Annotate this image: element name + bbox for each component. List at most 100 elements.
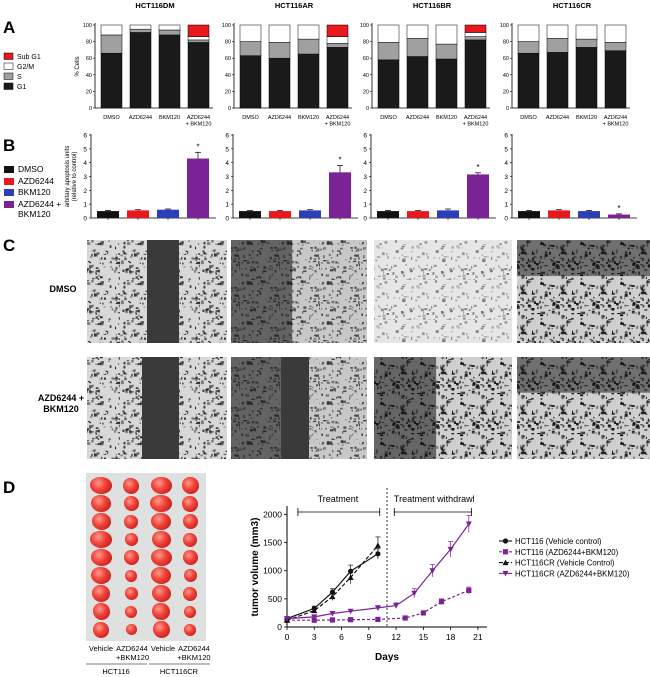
bar-segment-subg1 <box>464 24 487 33</box>
legend-swatch <box>3 62 14 70</box>
y-tick-label: 500 <box>268 594 282 604</box>
y-tick-label: 0 <box>504 216 508 223</box>
y-tick-label: 80 <box>503 40 509 46</box>
y-tick-label: 20 <box>363 89 369 95</box>
bar-segment-g1 <box>435 58 458 109</box>
legend-label: HCT116CR (Vehicle Control) <box>515 559 615 568</box>
legend-label: HCT116 (Vehicle control) <box>515 537 602 546</box>
tumor-specimen <box>91 567 111 584</box>
bar-segment-g2m <box>187 36 210 41</box>
x-tick-label: DMSO <box>380 115 397 121</box>
micrograph-shade <box>517 240 650 277</box>
panel-a-label: A <box>3 18 16 37</box>
x-tick-label: AZD6244 <box>406 115 429 121</box>
tumor-specimen <box>123 496 139 511</box>
y-tick-label: 40 <box>363 73 369 79</box>
series-line <box>286 553 379 620</box>
data-point <box>329 610 336 617</box>
apoptosis-chart-3: 0 1 2 3 4 5 6 * <box>363 133 496 223</box>
apoptosis-chart-1: 0 1 2 3 4 5 6 arbitary apoptosis units (relative… <box>65 133 216 223</box>
x-tick-label: AZD6244 <box>187 115 210 121</box>
cell-cycle-chart-hct116dm: HCT116DM 0 20 40 60 80 100 % Cells DMSO AZD6244 BK… <box>75 1 213 128</box>
y-axis-label: % Cells <box>75 56 81 76</box>
bar-segment-g2m <box>129 24 152 30</box>
bar-segment-g1 <box>575 47 598 109</box>
tumor-specimen <box>90 531 112 548</box>
y-tick-label: 60 <box>86 56 92 62</box>
bar-segment-s <box>377 42 400 61</box>
legend-swatch <box>3 82 14 90</box>
tumor-specimen <box>181 477 199 494</box>
bar-segment-g2m <box>297 24 320 40</box>
legend-swatch-dmso <box>4 166 14 173</box>
apoptosis-bar-3 <box>608 214 630 218</box>
x-tick-label: + BKM120 <box>603 122 629 128</box>
y-tick-label: 0 <box>277 622 282 632</box>
y-axis-label-line2: (relative to control) <box>72 152 78 202</box>
apoptosis-legend: DMSO AZD6244 BKM120 AZD6244 + BKM120 <box>4 164 78 219</box>
withdrawal-label: Treatment withdrawl <box>394 494 475 504</box>
tumor-specimen <box>91 495 111 512</box>
data-point <box>329 589 336 595</box>
tumor-specimen <box>124 587 138 600</box>
x-tick-label: 9 <box>366 632 371 642</box>
tumor-specimen <box>123 477 139 494</box>
wound-healing-image-2 <box>231 240 367 343</box>
y-tick-label: 1500 <box>263 538 282 548</box>
bar-segment-g2m <box>406 24 429 39</box>
y-tick-label: 2 <box>504 188 508 195</box>
y-tick-label: 80 <box>225 40 231 46</box>
apoptosis-bar-0 <box>518 211 540 218</box>
x-tick-label: 0 <box>285 632 290 642</box>
y-axis-label-line1: arbitary apoptosis units <box>65 146 71 208</box>
apoptosis-bar-0 <box>97 211 119 218</box>
apoptosis-bar-1 <box>548 210 570 218</box>
bar-segment-g2m <box>239 24 262 42</box>
group-label-hct116: HCT116 <box>102 667 130 676</box>
tumor-specimen <box>184 605 196 618</box>
y-tick-label: 3 <box>225 174 229 181</box>
apoptosis-chart-4: 0 1 2 3 4 5 6 * <box>504 133 637 223</box>
data-point <box>411 590 418 597</box>
wound-gap <box>142 357 179 459</box>
y-tick-label: 60 <box>225 56 231 62</box>
y-tick-label: 40 <box>86 73 92 79</box>
photo-label-vehicle-2: Vehicle <box>150 644 176 653</box>
x-tick-label: BKM120 <box>298 115 319 121</box>
apoptosis-bar-3 <box>187 158 209 218</box>
y-tick-label: 3 <box>504 174 508 181</box>
bar-segment-g1 <box>100 52 123 109</box>
wound-healing-image-4 <box>517 240 650 343</box>
data-point <box>329 593 336 600</box>
apoptosis-bar-2 <box>299 210 321 218</box>
apoptosis-bar-2 <box>578 211 600 218</box>
tumor-specimen <box>183 532 197 547</box>
legend-label: G1 <box>17 84 26 91</box>
tumor-specimen <box>151 567 171 584</box>
bar-segment-g1 <box>604 50 627 109</box>
x-tick-label: 3 <box>312 632 317 642</box>
wound-healing-image-1 <box>87 240 227 343</box>
y-tick-label: 5 <box>504 146 508 153</box>
x-tick-label: + BKM120 <box>463 122 489 128</box>
y-tick-label: 2 <box>363 188 367 195</box>
bar-segment-g1 <box>517 52 540 109</box>
tumor-specimen <box>152 621 170 638</box>
chart-title-hct116dm: HCT116DM <box>135 1 174 10</box>
tumor-specimen <box>124 514 138 529</box>
bar-segment-s <box>435 43 458 60</box>
cell-cycle-chart-hct116br: HCT116BR 0 20 40 60 80 100 DMSO AZD6244 BKM120 AZD… <box>360 1 490 128</box>
x-tick-label: AZD6244 <box>268 115 291 121</box>
y-tick-label: 6 <box>504 133 508 140</box>
tumor-specimen <box>125 624 137 635</box>
tumor-specimen <box>90 477 112 494</box>
legend-item-azd: AZD6244 <box>4 176 78 188</box>
bar-segment-s <box>297 38 320 55</box>
data-point <box>284 616 290 622</box>
legend-item-dmso: DMSO <box>4 164 78 176</box>
x-tick-label: AZD6244 <box>326 115 349 121</box>
bar-segment-g2m <box>517 24 540 42</box>
bar-segment-g2m <box>268 24 291 43</box>
bar-segment-g2m <box>158 24 181 31</box>
bar-segment-subg1 <box>187 24 210 37</box>
